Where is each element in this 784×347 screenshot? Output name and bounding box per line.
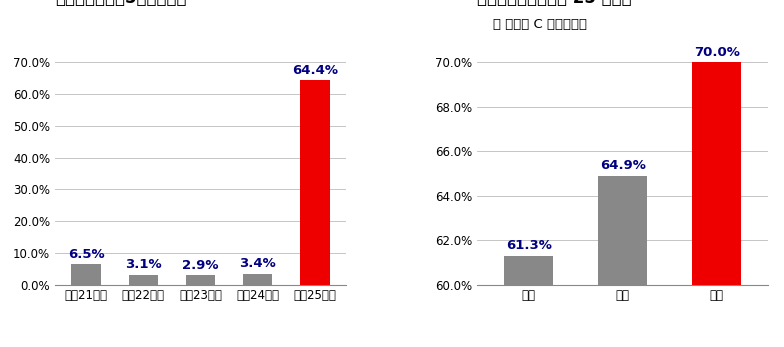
- Text: ネット出願率（5ヵ年推移）: ネット出願率（5ヵ年推移）: [55, 0, 187, 7]
- Bar: [692, 62, 741, 285]
- Text: 61.3%: 61.3%: [506, 239, 552, 252]
- Text: 3.4%: 3.4%: [239, 257, 276, 270]
- Text: 70.0%: 70.0%: [694, 46, 739, 59]
- Text: 3.1%: 3.1%: [125, 259, 162, 271]
- Text: 6.5%: 6.5%: [68, 248, 104, 261]
- Bar: [299, 80, 329, 285]
- Bar: [243, 274, 272, 285]
- Bar: [71, 264, 101, 285]
- Text: 64.4%: 64.4%: [292, 64, 338, 77]
- Bar: [186, 275, 216, 285]
- Text: ＊ 医学部 C 方式を除く: ＊ 医学部 C 方式を除く: [493, 18, 586, 31]
- Text: 64.9%: 64.9%: [600, 159, 646, 172]
- Bar: [504, 256, 554, 285]
- Bar: [598, 176, 647, 285]
- Text: ネット出願率（平成 25 年度）: ネット出願率（平成 25 年度）: [477, 0, 632, 7]
- Text: 2.9%: 2.9%: [182, 259, 219, 272]
- Bar: [129, 275, 158, 285]
